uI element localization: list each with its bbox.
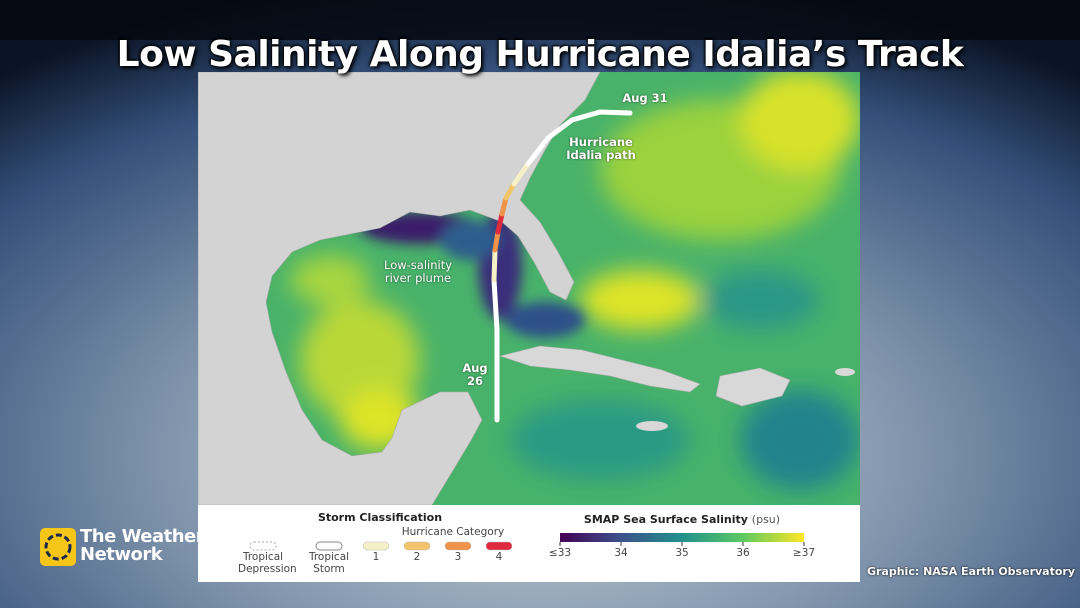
category-swatches [362,541,513,551]
salinity-ticks [559,542,805,546]
logo-text: The Weather Network [80,526,205,565]
colorbar-unit: (psu) [751,513,781,526]
category-swatch [444,541,472,551]
legend-title: Storm Classification [317,511,443,524]
category-swatch [485,541,513,551]
class-label: Tropical Depression [238,551,297,576]
annotation: Hurricane Idalia path [566,135,636,163]
category-label: 1 [372,551,380,563]
logo-swirl [44,533,72,561]
legend-panel [198,505,860,582]
category-label: 2 [413,551,421,563]
category-label: 4 [495,551,503,563]
land [198,72,601,505]
storm-swatch [315,541,343,551]
annotation: Low-salinity river plume [383,258,453,286]
colorbar-tick-label: 35 [675,547,689,559]
jamaica [636,421,668,431]
category-swatch [403,541,431,551]
annotation: Aug 26 [462,361,488,389]
class-label: Tropical Storm [308,551,350,576]
colorbar-title-text: SMAP Sea Surface Salinity [583,513,748,526]
colorbar-tick-label: 36 [736,547,750,559]
puerto-rico [835,368,855,376]
colorbar-tick-label: ≥37 [792,547,816,559]
hispaniola [715,367,791,407]
depression-swatch [249,541,277,551]
legend-subtitle: Hurricane Category [401,526,505,538]
colorbar-tick-label: ≤33 [548,547,572,559]
title: Low Salinity Along Hurricane Idalia’s Tr… [116,34,964,75]
category-swatch [362,541,390,551]
colorbar-title: SMAP Sea Surface Salinity (psu) [560,513,804,527]
salinity-colorbar [560,533,804,542]
annotation: Aug 31 [622,91,668,105]
colorbar-tick-label: 34 [614,547,628,559]
credit: Graphic: NASA Earth Observatory [866,565,1075,578]
category-label: 3 [454,551,462,563]
storm-track [491,109,633,423]
cuba [498,345,701,393]
space-band [0,0,1080,40]
salinity-map [198,72,860,505]
